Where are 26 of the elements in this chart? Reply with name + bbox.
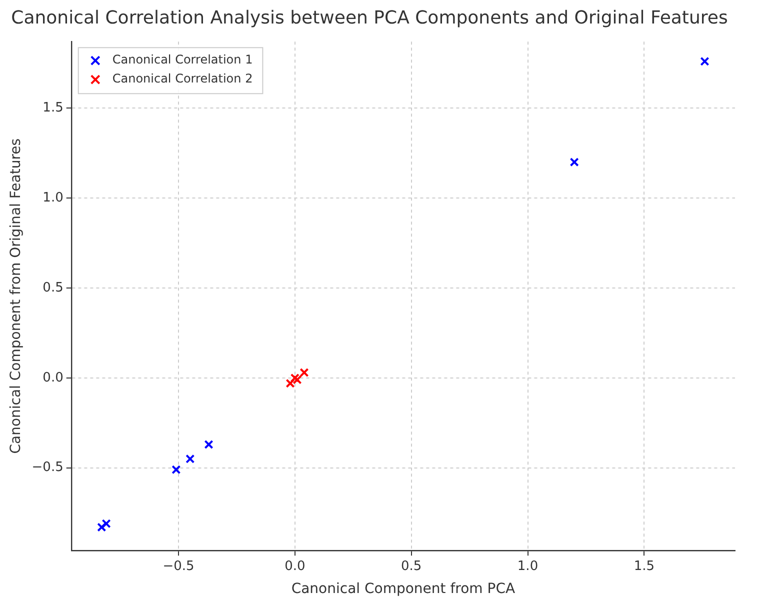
y-tick-label: 0.5 — [42, 280, 64, 296]
x-axis-title: Canonical Component from PCA — [291, 581, 516, 598]
y-tick-label: 1.0 — [42, 190, 64, 206]
y-tick-label: 0.0 — [42, 370, 64, 386]
legend-label: Canonical Correlation 1 — [112, 52, 253, 67]
x-tick-label: 0.5 — [400, 558, 422, 574]
point — [102, 519, 111, 528]
point — [300, 368, 309, 378]
legend-label: Canonical Correlation 2 — [112, 72, 253, 86]
point — [204, 440, 214, 450]
chart-title: Canonical Correlation Analysis between PCA Components and Original Features — [11, 7, 728, 28]
y-axis-title: Canonical Component from Original Features — [8, 138, 24, 454]
point — [286, 378, 295, 388]
x-tick-label: −0.5 — [162, 558, 194, 574]
point — [172, 465, 181, 474]
point — [570, 158, 579, 167]
x-tick-label: 0.0 — [284, 558, 306, 574]
y-tick-label: −0.5 — [32, 460, 64, 476]
y-tick-label: 1.5 — [42, 100, 64, 116]
point — [97, 522, 106, 532]
point — [292, 375, 302, 384]
x-tick-label: 1.5 — [634, 558, 655, 574]
point — [186, 454, 195, 464]
x-tick-label: 1.0 — [517, 558, 538, 574]
point — [700, 56, 710, 66]
point — [290, 373, 300, 382]
